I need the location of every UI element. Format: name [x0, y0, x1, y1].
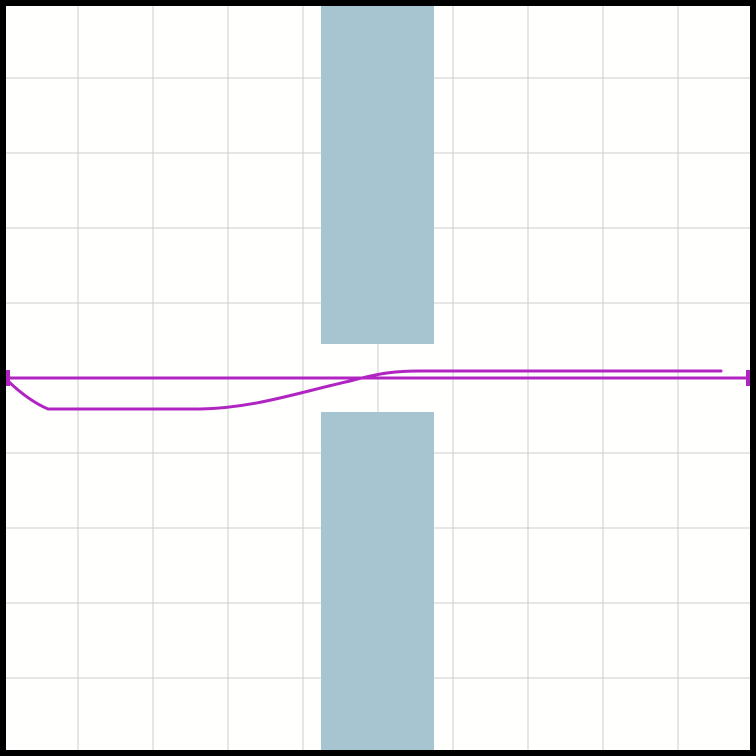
curved-path — [3, 369, 723, 411]
upper-wall — [321, 3, 434, 344]
lower-wall — [321, 412, 434, 753]
